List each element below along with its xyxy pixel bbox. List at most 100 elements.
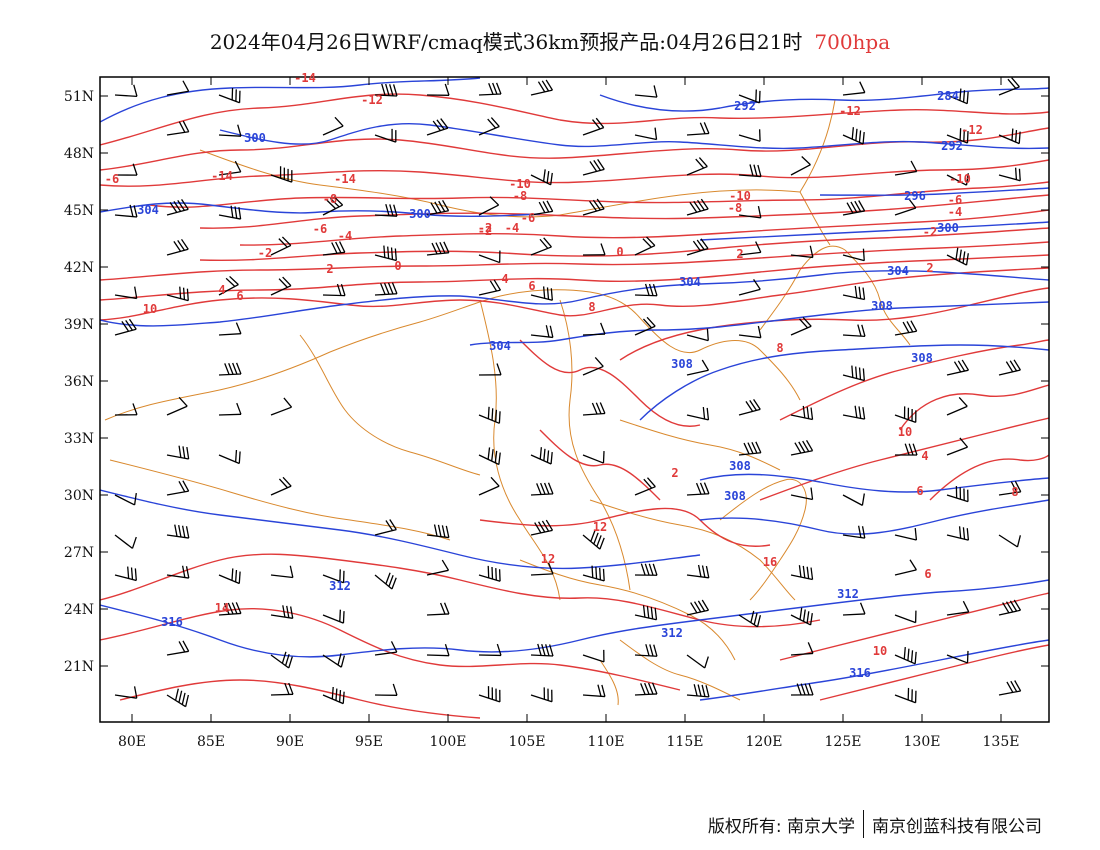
wind-barb	[790, 405, 814, 421]
wind-barb	[530, 519, 554, 536]
temperature-contour-label: 6	[916, 484, 923, 498]
wind-barb	[114, 318, 137, 336]
wind-barb	[530, 325, 554, 339]
height-contour-label: 304	[137, 203, 159, 217]
wind-barb	[634, 682, 658, 696]
temperature-contour-label: -4	[505, 221, 519, 235]
wind-barb	[894, 610, 917, 624]
wind-barb	[894, 198, 917, 216]
wind-barb	[946, 397, 968, 416]
temperature-contour-label: -10	[949, 172, 971, 186]
wind-barb	[946, 247, 969, 266]
wind-barb	[114, 204, 138, 218]
wind-barb	[270, 397, 293, 416]
wind-barb	[530, 687, 553, 703]
wind-barb	[322, 609, 345, 624]
temperature-contour-label: -12	[361, 93, 383, 107]
temperature-contour-label: 4	[501, 272, 508, 286]
footer-copyright: 版权所有: 南京大学 南京创蓝科技有限公司	[708, 810, 1042, 838]
wind-barb	[634, 644, 658, 657]
wind-barb	[114, 403, 138, 416]
height-contour-label: 300	[937, 221, 959, 235]
wind-barb	[322, 569, 345, 584]
wind-barb	[478, 406, 501, 424]
wind-barb	[946, 128, 969, 144]
wind-barb	[790, 487, 814, 501]
temperature-contour-label: -4	[338, 229, 352, 243]
wind-barb	[478, 279, 502, 296]
lon-tick-label: 105E	[509, 734, 546, 750]
wind-barb	[478, 686, 501, 703]
wind-barb	[218, 362, 242, 376]
height-contour-label: 308	[724, 489, 746, 503]
height-contour-label: 300	[409, 207, 431, 221]
wind-barb	[634, 563, 658, 576]
temperature-contour-label: 0	[394, 259, 401, 273]
temperature-contour-label: 8	[776, 341, 783, 355]
wind-barb	[166, 445, 190, 460]
wind-barb	[738, 441, 762, 456]
wind-barb	[478, 363, 502, 376]
wind-barb	[114, 163, 138, 176]
wind-barb	[322, 241, 346, 256]
wind-barb	[374, 204, 398, 217]
temperature-contour-label: 10	[898, 425, 912, 439]
temperature-contour-label: -2	[478, 221, 492, 235]
wind-barb	[218, 449, 241, 465]
wind-barb	[790, 316, 812, 336]
wind-barb	[270, 166, 293, 183]
wind-barb	[530, 79, 554, 96]
wind-barb	[166, 640, 190, 656]
wind-barb	[894, 160, 918, 176]
wind-barb	[218, 87, 241, 104]
height-contour-label: 308	[871, 299, 893, 313]
wind-barb	[634, 85, 658, 98]
wind-barbs	[114, 77, 1022, 708]
temperature-contour-label: 16	[763, 555, 777, 569]
temperature-contour-label: -2	[923, 225, 937, 239]
wind-barb	[374, 128, 397, 143]
title-main: 2024年04月26日WRF/cmaq模式36km预报产品:04月26日21时	[209, 30, 803, 54]
temperature-contour-label: 2	[926, 261, 933, 275]
height-contour-label: 308	[729, 459, 751, 473]
wind-barb	[686, 599, 710, 616]
wind-barb	[998, 480, 1022, 496]
temperature-contour-label: -4	[948, 205, 962, 219]
wind-barb	[582, 649, 605, 663]
lat-tick-label: 33N	[64, 431, 94, 447]
wind-barb	[894, 528, 918, 541]
wind-barb	[530, 447, 553, 465]
wind-barb	[374, 572, 397, 590]
wind-barb	[686, 407, 710, 421]
height-contour-label: 312	[329, 579, 351, 593]
temperature-contour-label: -8	[728, 201, 742, 215]
lon-tick-label: 125E	[825, 734, 862, 750]
wind-barb	[166, 396, 188, 416]
wind-barb	[946, 650, 969, 664]
wind-barb	[998, 680, 1022, 696]
wind-barb	[998, 128, 1021, 145]
wind-barb	[790, 683, 814, 696]
height-contour-label: 300	[244, 131, 266, 145]
wind-barb	[218, 402, 242, 416]
wind-barb	[582, 684, 606, 698]
temperature-contour-label: -8	[513, 189, 527, 203]
wind-barb	[218, 160, 242, 176]
wind-barb	[790, 607, 813, 626]
wind-barb	[478, 250, 501, 264]
lat-tick-label: 45N	[64, 203, 94, 219]
wind-barb	[426, 241, 450, 256]
temperature-contour-label: 6	[924, 567, 931, 581]
wind-barb	[634, 316, 656, 336]
wind-barb	[738, 241, 762, 256]
wind-barb	[686, 359, 710, 376]
temperature-contour-label: -8	[323, 192, 337, 206]
plot-frame	[99, 76, 1050, 723]
temperature-contour-label: -6	[521, 211, 535, 225]
map-title: 2024年04月26日WRF/cmaq模式36km预报产品:04月26日21时 7…	[0, 26, 1100, 55]
wind-barb	[166, 286, 189, 302]
wind-barb	[582, 322, 606, 336]
footer-left: 版权所有: 南京大学	[707, 816, 855, 837]
temperature-contour-label: 0	[616, 245, 623, 259]
